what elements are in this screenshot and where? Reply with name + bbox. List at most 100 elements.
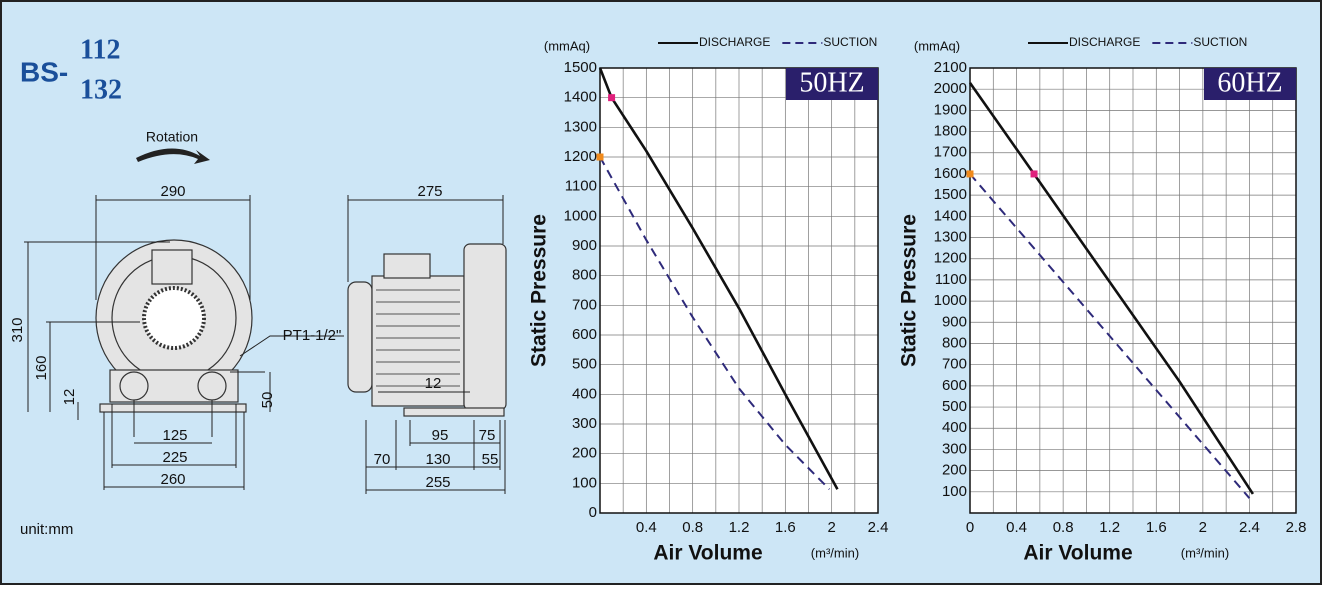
y-tick-label: 300 [572, 415, 597, 432]
x-tick-label: 0.4 [1006, 519, 1027, 536]
y-tick-label: 1200 [934, 250, 967, 267]
y-tick-label: 1500 [564, 59, 597, 76]
dim-label: 125 [162, 427, 187, 444]
x-tick-label: 1.2 [1099, 519, 1120, 536]
x-unit: (m³/min) [811, 545, 859, 560]
front-view: Rotation 290 310 160 12 PT1-1/2" 50 125 … [9, 129, 344, 490]
chart-title: 50HZ [799, 67, 864, 98]
dim-label: 55 [482, 451, 499, 468]
dim-label: 50 [259, 392, 276, 409]
x-unit: (m³/min) [1181, 545, 1229, 560]
y-tick-label: 1900 [934, 101, 967, 118]
model-name: BS- 112 132 [20, 34, 122, 105]
y-axis-title: Static Pressure [528, 214, 551, 367]
y-unit: (mmAq) [544, 38, 590, 53]
chart: 0.4 0.8 1.2 1.6 2 2.4 0 100 200 300 400 500 600 700 80… [528, 35, 889, 564]
rotation-label: Rotation [146, 129, 198, 145]
y-tick-label: 1400 [934, 207, 967, 224]
foot [403, 407, 505, 417]
highlight-point [596, 153, 604, 161]
y-tick-label: 1000 [564, 207, 597, 224]
chart: 0 0.4 0.8 1.2 1.6 2 2.4 2.8 100 200 300 400 500 600 70… [898, 35, 1307, 564]
y-tick-label: 1000 [934, 292, 967, 309]
y-tick-label: 300 [942, 440, 967, 457]
dim-label: 260 [160, 471, 185, 488]
y-tick-label: 2000 [934, 80, 967, 97]
blower-housing [463, 243, 507, 411]
legend-label: SUCTION [823, 35, 877, 49]
y-tick-label: 200 [942, 462, 967, 479]
title-badge [786, 68, 878, 100]
y-tick-label: 400 [942, 419, 967, 436]
y-tick-label: 1100 [935, 271, 967, 288]
x-tick-label: 0.4 [636, 519, 657, 536]
y-tick-label: 200 [572, 445, 597, 462]
x-tick-label: 0.8 [1053, 519, 1074, 536]
y-tick-label: 900 [942, 313, 967, 330]
dim-label: 225 [162, 449, 187, 466]
series-line [968, 82, 1255, 495]
x-tick-label: 2.8 [1286, 519, 1307, 536]
y-tick-label: 1400 [564, 89, 597, 106]
legend-label: DISCHARGE [699, 35, 770, 49]
dimension-lines [347, 195, 506, 494]
x-tick-label: 0.8 [682, 519, 703, 536]
y-tick-label: 1100 [565, 178, 597, 195]
unit-note: unit:mm [20, 521, 73, 538]
port [197, 371, 227, 401]
y-tick-label: 400 [572, 385, 597, 402]
y-axis-title: Static Pressure [898, 214, 921, 367]
rotation-arrow [136, 148, 210, 164]
y-tick-label: 800 [572, 267, 597, 284]
highlight-point [966, 170, 974, 178]
dim-label: 75 [479, 427, 496, 444]
y-tick-label: 500 [572, 356, 597, 373]
legend-label: DISCHARGE [1069, 35, 1140, 49]
dim-label: 130 [425, 451, 450, 468]
y-tick-label: 900 [572, 237, 597, 254]
dim-label: 310 [9, 317, 26, 342]
dim-label: 70 [374, 451, 391, 468]
dim-label: 95 [432, 427, 449, 444]
dim-label: 255 [425, 474, 450, 491]
dim-label: 12 [425, 375, 442, 392]
chart-title: 60HZ [1217, 67, 1282, 98]
series-line [969, 173, 1251, 499]
terminal-box [151, 249, 193, 285]
legend-label: SUCTION [1193, 35, 1247, 49]
dim-label: 160 [33, 355, 50, 380]
x-tick-label: 2.4 [868, 519, 889, 536]
dim-label: 290 [160, 183, 185, 200]
y-tick-label: 100 [572, 474, 597, 491]
dim-label: 12 [61, 389, 78, 406]
y-tick-label: 1300 [934, 228, 967, 245]
x-tick-label: 1.2 [729, 519, 750, 536]
side-view: 275 12 95 75 70 130 55 255 [347, 183, 507, 494]
model-top: 112 [80, 34, 120, 65]
y-tick-label: 1200 [564, 148, 597, 165]
x-tick-label: 2 [1199, 519, 1207, 536]
plot-frame [969, 67, 1297, 514]
dimension-lines [24, 195, 344, 490]
y-tick-label: 700 [572, 296, 597, 313]
y-tick-label: 1800 [934, 123, 967, 140]
x-tick-label: 2.4 [1239, 519, 1260, 536]
model-prefix: BS- [20, 56, 68, 87]
grille [142, 286, 206, 350]
highlight-point [1030, 170, 1038, 178]
dim-label: 275 [417, 183, 442, 200]
y-tick-label: 100 [942, 483, 967, 500]
highlight-point [608, 94, 616, 102]
x-tick-label: 1.6 [1146, 519, 1167, 536]
motor [371, 275, 465, 407]
y-tick-label: 0 [589, 504, 597, 521]
y-tick-label: 2100 [934, 59, 967, 76]
x-tick-label: 0 [966, 519, 974, 536]
x-axis-title: Air Volume [653, 542, 762, 565]
x-tick-label: 1.6 [775, 519, 796, 536]
y-tick-label: 1300 [564, 118, 597, 135]
foot [99, 403, 247, 413]
y-tick-label: 600 [942, 377, 967, 394]
y-tick-label: 1700 [934, 144, 967, 161]
